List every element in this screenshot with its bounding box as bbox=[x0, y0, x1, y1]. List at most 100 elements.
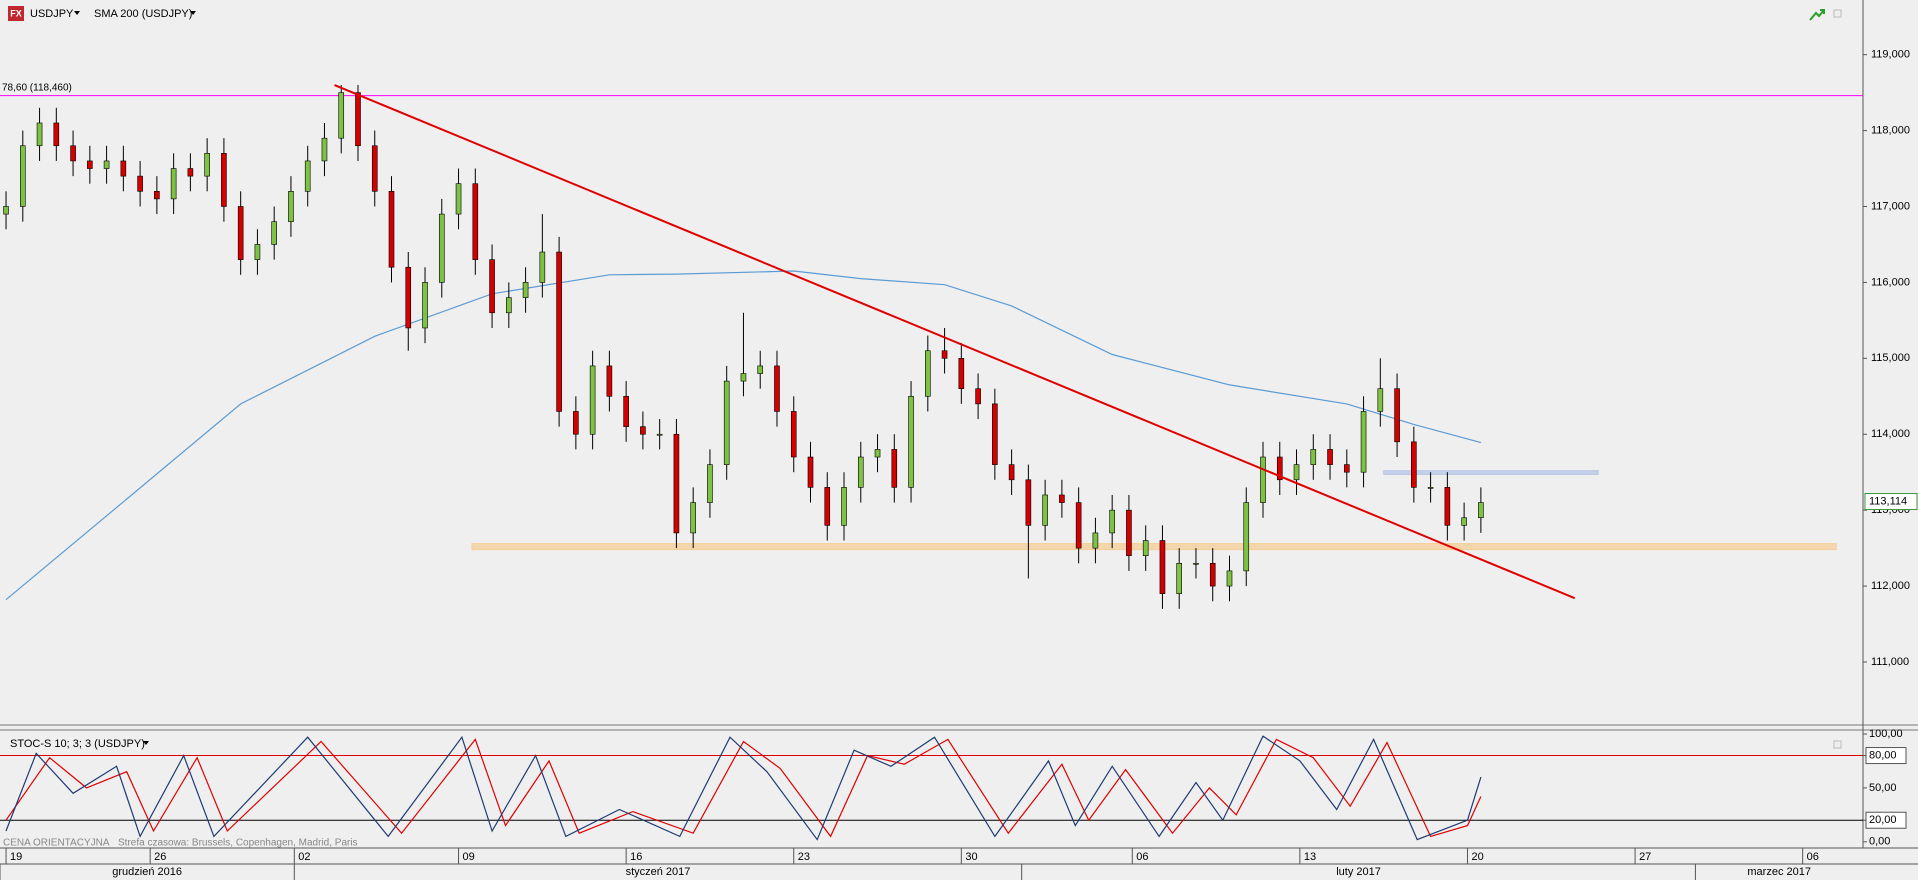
fx-icon-text: FX bbox=[10, 8, 22, 18]
candle-body bbox=[1260, 456, 1266, 503]
candle-body bbox=[874, 449, 881, 458]
candle-body bbox=[288, 191, 294, 222]
candle-body bbox=[690, 502, 696, 534]
candle-body bbox=[992, 403, 998, 465]
candle-body bbox=[539, 251, 546, 283]
candle-body bbox=[556, 251, 562, 412]
candle-body bbox=[589, 365, 596, 435]
candle-body bbox=[19, 145, 26, 207]
last-price-label: 113,114 bbox=[1869, 495, 1907, 507]
candle-body bbox=[1075, 502, 1082, 549]
candle-body bbox=[489, 259, 495, 314]
candle-body bbox=[1092, 532, 1099, 549]
x-tick-label: 02 bbox=[298, 851, 310, 863]
candle-body bbox=[857, 456, 864, 488]
candle-body bbox=[640, 426, 646, 435]
trend-icon[interactable] bbox=[1809, 9, 1825, 21]
candle-body bbox=[187, 168, 194, 177]
candle-body bbox=[1142, 540, 1149, 557]
candle-body bbox=[707, 464, 713, 503]
candle-body bbox=[271, 221, 277, 245]
candle-body bbox=[170, 168, 177, 200]
x-tick-label: 20 bbox=[1471, 851, 1483, 863]
candle-body bbox=[53, 122, 60, 147]
indicator-title[interactable]: STOC-S 10; 3; 3 (USDJPY) bbox=[10, 738, 145, 750]
footer-note: CENA ORIENTACYJNA bbox=[3, 838, 110, 849]
y-tick-label: 0,00 bbox=[1869, 836, 1890, 848]
fib-level-label: 78,60 (118,460) bbox=[2, 82, 72, 93]
y-tick-label: 20,00 bbox=[1869, 814, 1897, 826]
y-tick-label: 80,00 bbox=[1869, 749, 1897, 761]
dropdown-arrow[interactable] bbox=[74, 11, 80, 15]
panel-button[interactable] bbox=[1833, 9, 1842, 18]
candle-body bbox=[36, 122, 43, 147]
candle-body bbox=[154, 191, 160, 200]
candle-body bbox=[1327, 449, 1333, 465]
stochastic-line bbox=[5, 735, 1482, 841]
x-tick-label: 13 bbox=[1304, 851, 1316, 863]
candle-body bbox=[1042, 494, 1048, 526]
x-tick-label: 26 bbox=[154, 851, 166, 863]
x-tick-label: 27 bbox=[1639, 851, 1651, 863]
month-label: grudzień 2016 bbox=[112, 866, 182, 878]
instrument-name[interactable]: USDJPY bbox=[30, 8, 74, 20]
candle-body bbox=[120, 160, 127, 177]
candle-body bbox=[908, 395, 914, 488]
candle-body bbox=[975, 388, 981, 405]
y-tick-label: 116,000 bbox=[1871, 276, 1910, 288]
candle-body bbox=[1008, 464, 1015, 481]
candle-body bbox=[304, 160, 311, 192]
x-tick-label: 06 bbox=[1136, 851, 1148, 863]
dropdown-arrow[interactable] bbox=[190, 11, 196, 15]
stochastic-line bbox=[5, 738, 1482, 838]
y-tick-box bbox=[1865, 811, 1907, 829]
y-tick-label: 115,000 bbox=[1871, 352, 1910, 364]
fx-icon[interactable] bbox=[8, 6, 24, 21]
y-tick-label: 111,000 bbox=[1871, 656, 1909, 668]
x-tick-label: 19 bbox=[10, 851, 22, 863]
candle-body bbox=[623, 395, 629, 427]
y-tick-label: 118,000 bbox=[1871, 124, 1910, 136]
candle-body bbox=[1344, 464, 1350, 473]
y-tick-box bbox=[1865, 747, 1907, 765]
footer-note: Strefa czasowa: Brussels, Copenhagen, Ma… bbox=[118, 838, 358, 849]
candle-body bbox=[958, 358, 965, 389]
candle-body bbox=[405, 266, 412, 329]
candle-body bbox=[221, 153, 227, 207]
candle-body bbox=[757, 365, 764, 374]
candle-body bbox=[355, 92, 361, 147]
candle-body bbox=[237, 206, 244, 260]
month-label: marzec 2017 bbox=[1747, 866, 1811, 878]
candle-body bbox=[388, 191, 395, 268]
candle-body bbox=[1059, 494, 1065, 503]
candle-body bbox=[1411, 441, 1417, 488]
panel-button[interactable] bbox=[1833, 740, 1842, 749]
candle-body bbox=[1427, 487, 1434, 489]
candle-body bbox=[824, 487, 831, 526]
candle-body bbox=[3, 206, 9, 215]
y-tick-label: 119,000 bbox=[1871, 49, 1910, 61]
y-tick-label: 112,000 bbox=[1871, 580, 1910, 592]
candle-body bbox=[506, 297, 512, 314]
candle-body bbox=[338, 92, 345, 139]
zone bbox=[1383, 470, 1599, 475]
candle-body bbox=[1209, 562, 1216, 587]
candle-body bbox=[1159, 540, 1166, 594]
candle-body bbox=[606, 365, 613, 397]
candle-body bbox=[925, 350, 931, 397]
x-tick-label: 16 bbox=[630, 851, 642, 863]
candle-body bbox=[1310, 449, 1317, 465]
x-tick-label: 23 bbox=[798, 851, 810, 863]
sma-legend[interactable]: SMA 200 (USDJPY) bbox=[94, 8, 192, 20]
x-tick-label: 30 bbox=[965, 851, 977, 863]
month-label: styczeń 2017 bbox=[626, 866, 691, 878]
candle-body bbox=[1461, 517, 1467, 526]
candle-body bbox=[1025, 479, 1032, 526]
x-tick-label: 06 bbox=[1807, 851, 1819, 863]
last-price-box bbox=[1864, 493, 1918, 511]
dropdown-arrow[interactable] bbox=[143, 741, 149, 745]
candle-body bbox=[807, 456, 814, 488]
candle-body bbox=[1226, 570, 1233, 587]
candle-body bbox=[70, 145, 76, 162]
